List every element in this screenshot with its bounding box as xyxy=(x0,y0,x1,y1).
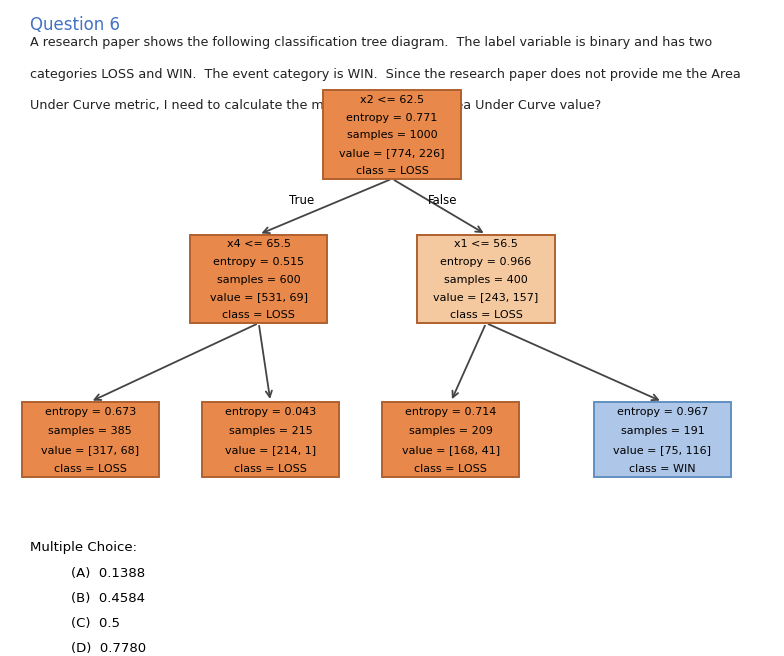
Text: value = [168, 41]: value = [168, 41] xyxy=(401,445,500,455)
FancyBboxPatch shape xyxy=(594,401,731,478)
Text: samples = 600: samples = 600 xyxy=(217,275,300,285)
FancyBboxPatch shape xyxy=(201,401,339,478)
Text: entropy = 0.967: entropy = 0.967 xyxy=(617,407,708,417)
Text: class = LOSS: class = LOSS xyxy=(415,464,487,474)
Text: (C)  0.5: (C) 0.5 xyxy=(71,617,119,630)
Text: samples = 385: samples = 385 xyxy=(49,426,132,436)
Text: value = [531, 69]: value = [531, 69] xyxy=(210,293,307,302)
Text: A research paper shows the following classification tree diagram.  The label var: A research paper shows the following cla… xyxy=(30,36,712,49)
Text: x1 <= 56.5: x1 <= 56.5 xyxy=(454,239,518,249)
Text: False: False xyxy=(428,194,458,207)
Text: value = [75, 116]: value = [75, 116] xyxy=(613,445,712,455)
FancyBboxPatch shape xyxy=(417,235,555,323)
FancyBboxPatch shape xyxy=(22,401,158,478)
Text: x4 <= 65.5: x4 <= 65.5 xyxy=(227,239,291,249)
FancyBboxPatch shape xyxy=(190,235,328,323)
Text: value = [243, 157]: value = [243, 157] xyxy=(434,293,539,302)
Text: class = LOSS: class = LOSS xyxy=(223,310,295,320)
Text: x2 <= 62.5: x2 <= 62.5 xyxy=(360,95,424,105)
Text: class = LOSS: class = LOSS xyxy=(234,464,307,474)
Text: (A)  0.1388: (A) 0.1388 xyxy=(71,567,145,581)
Text: value = [317, 68]: value = [317, 68] xyxy=(41,445,140,455)
Text: entropy = 0.966: entropy = 0.966 xyxy=(441,257,532,267)
Text: samples = 400: samples = 400 xyxy=(445,275,528,285)
Text: class = LOSS: class = LOSS xyxy=(450,310,522,320)
Text: entropy = 0.714: entropy = 0.714 xyxy=(405,407,496,417)
Text: Multiple Choice:: Multiple Choice: xyxy=(30,541,136,554)
Text: samples = 1000: samples = 1000 xyxy=(347,131,437,140)
Text: entropy = 0.673: entropy = 0.673 xyxy=(45,407,136,417)
Text: class = LOSS: class = LOSS xyxy=(54,464,126,474)
Text: Under Curve metric, I need to calculate the metric.  What is the Area Under Curv: Under Curve metric, I need to calculate … xyxy=(30,99,601,112)
Text: Question 6: Question 6 xyxy=(30,16,120,34)
Text: samples = 191: samples = 191 xyxy=(621,426,704,436)
Text: categories LOSS and WIN.  The event category is WIN.  Since the research paper d: categories LOSS and WIN. The event categ… xyxy=(30,68,741,81)
Text: value = [774, 226]: value = [774, 226] xyxy=(339,148,445,158)
Text: (D)  0.7780: (D) 0.7780 xyxy=(71,642,146,655)
Text: entropy = 0.515: entropy = 0.515 xyxy=(213,257,304,267)
Text: (B)  0.4584: (B) 0.4584 xyxy=(71,592,144,605)
FancyBboxPatch shape xyxy=(382,401,519,478)
Text: samples = 209: samples = 209 xyxy=(409,426,492,436)
Text: entropy = 0.771: entropy = 0.771 xyxy=(347,113,437,123)
FancyBboxPatch shape xyxy=(323,90,460,178)
Text: samples = 215: samples = 215 xyxy=(229,426,312,436)
Text: value = [214, 1]: value = [214, 1] xyxy=(225,445,316,455)
Text: class = LOSS: class = LOSS xyxy=(356,166,428,176)
Text: class = WIN: class = WIN xyxy=(630,464,695,474)
Text: entropy = 0.043: entropy = 0.043 xyxy=(225,407,316,417)
Text: True: True xyxy=(289,194,314,207)
